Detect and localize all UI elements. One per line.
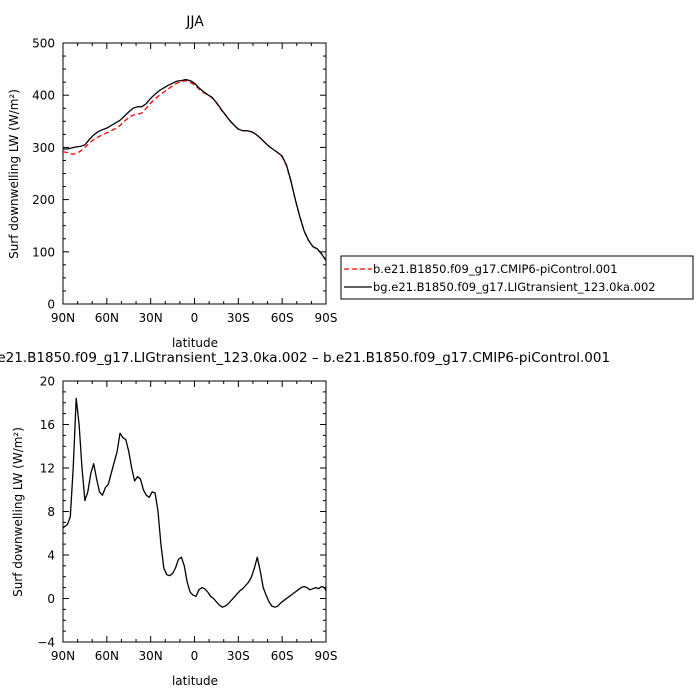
top-chart-ytick-label: 200 xyxy=(32,193,55,207)
legend-label-LIGtransient: bg.e21.B1850.f09_g17.LIGtransient_123.0k… xyxy=(373,280,656,294)
top-chart-xtick-label: 60S xyxy=(271,311,294,325)
bottom-chart-panel: bg.e21.B1850.f09_g17.LIGtransient_123.0k… xyxy=(0,350,610,688)
bottom-chart-series-line-0 xyxy=(62,397,327,608)
legend-label-piControl: b.e21.B1850.f09_g17.CMIP6-piControl.001 xyxy=(373,262,618,276)
top-chart-xtick-label: 30S xyxy=(227,311,250,325)
bottom-chart-xtick-label: 30S xyxy=(227,649,250,663)
bottom-chart-xlabel: latitude xyxy=(172,674,218,688)
top-chart-xtick-label: 30N xyxy=(139,311,163,325)
top-chart-xtick-label: 60N xyxy=(95,311,119,325)
bottom-chart-ytick-label: 12 xyxy=(40,462,55,476)
top-chart-series-line-1 xyxy=(63,78,327,262)
bottom-chart-xtick-label: 90N xyxy=(51,649,75,663)
bottom-chart-xtick-label: 0 xyxy=(191,649,199,663)
top-chart-ylabel: Surf downwelling LW (W/m²) xyxy=(7,89,21,259)
top-chart-ytick-label: 0 xyxy=(47,298,55,312)
top-chart-xtick-label: 90S xyxy=(315,311,338,325)
top-chart-xlabel: latitude xyxy=(172,336,218,350)
bottom-chart-plot-area: 90N 60N 30N 0 30S 60S 90S −4 0 4 8 12 16 20 xyxy=(37,375,337,664)
top-chart-panel: JJA 90N 60N 30N 0 30S 60S 90S0100200300400500 … xyxy=(7,14,337,350)
bottom-chart-ylabel: Surf downwelling LW (W/m²) xyxy=(11,427,25,597)
bottom-chart-xtick-label: 60N xyxy=(95,649,119,663)
top-chart-xtick-label: 0 xyxy=(191,311,199,325)
top-chart-ytick-label: 100 xyxy=(32,245,55,259)
bottom-chart-ytick-label: 20 xyxy=(40,375,55,389)
bottom-chart-xtick-label: 60S xyxy=(271,649,294,663)
top-chart-ticks: 90N 60N 30N 0 30S 60S 90S 0 100 200 300 400 500 xyxy=(32,37,337,326)
top-chart-series xyxy=(62,78,327,262)
legend: b.e21.B1850.f09_g17.CMIP6-piControl.001 … xyxy=(340,255,694,300)
bottom-chart-ytick-label: −4 xyxy=(37,636,55,650)
bottom-chart-xtick-label: 30N xyxy=(139,649,163,663)
top-chart-xtick-label: 90N xyxy=(51,311,75,325)
top-chart-ytick-label: 400 xyxy=(32,89,55,103)
top-chart-ytick-label: 300 xyxy=(32,141,55,155)
top-chart-ytick-label: 500 xyxy=(32,37,55,51)
bottom-chart-ytick-label: 16 xyxy=(40,418,55,432)
top-chart-title: JJA xyxy=(185,14,204,30)
bottom-chart-ytick-label: 4 xyxy=(47,549,55,563)
top-chart-frame xyxy=(62,42,327,305)
bottom-chart-title: bg.e21.B1850.f09_g17.LIGtransient_123.0k… xyxy=(0,350,610,366)
bottom-chart-frame xyxy=(62,380,327,643)
bottom-chart-ytick-label: 0 xyxy=(47,592,55,606)
top-chart-plot-area: 90N 60N 30N 0 30S 60S 90S 0 100 200 300 400 500 xyxy=(32,37,337,326)
bottom-chart-ticks: 90N 60N 30N 0 30S 60S 90S −4 0 4 8 12 16 20 xyxy=(37,375,337,664)
bottom-chart-ytick-label: 8 xyxy=(47,505,55,519)
bottom-chart-xtick-label: 90S xyxy=(315,649,338,663)
legend-box xyxy=(340,255,694,300)
top-chart-series-line-0 xyxy=(62,79,327,261)
bottom-chart-series xyxy=(62,397,327,608)
